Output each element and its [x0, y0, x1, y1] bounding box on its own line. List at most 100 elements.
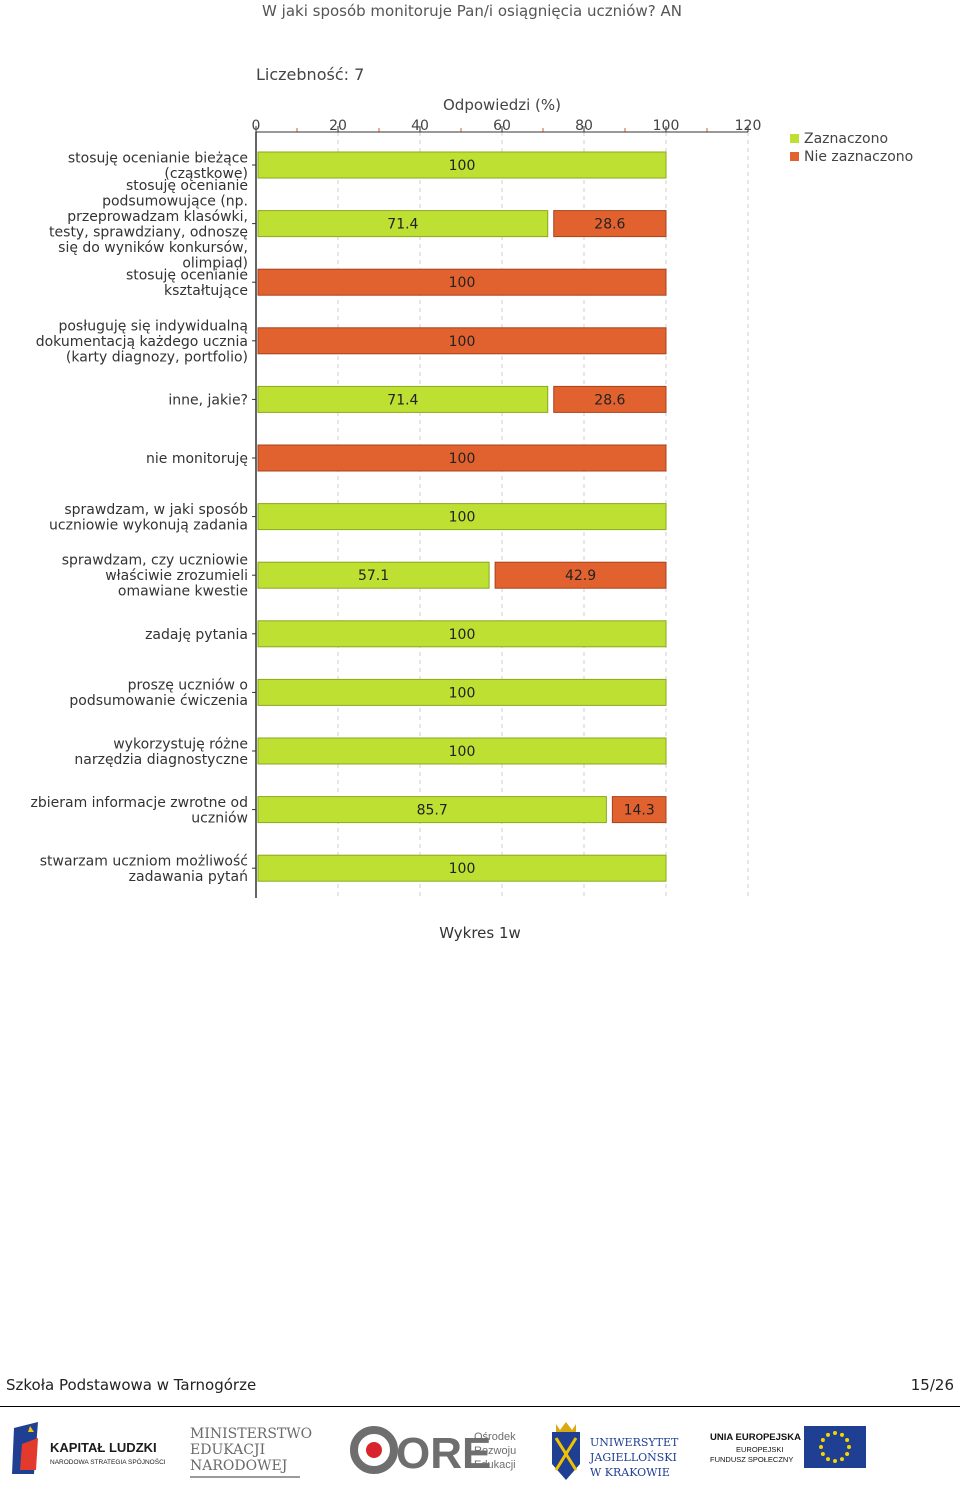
- category-label: narzędzia diagnostyczne: [74, 752, 248, 768]
- bar-zaznaczono: [257, 503, 667, 531]
- chart: W jaki sposób monitoruje Pan/i osiągnięc…: [31, 2, 913, 898]
- eu-star: [820, 1452, 825, 1456]
- data-label-zaznaczono: 85.7: [417, 803, 448, 819]
- ore-line-2: Rozwoju: [474, 1445, 516, 1457]
- category-label: sprawdzam, czy uczniowie: [62, 553, 248, 569]
- data-label-zaznaczono: 57.1: [358, 568, 389, 584]
- category-label: (karty diagnozy, portfolio): [66, 349, 248, 365]
- x-tick-label: 60: [493, 118, 511, 134]
- category-label: dokumentacją każdego ucznia: [36, 334, 248, 350]
- category-label: uczniów: [191, 810, 248, 826]
- x-tick-label: 80: [575, 118, 593, 134]
- uj-line-1: UNIWERSYTET: [590, 1436, 679, 1449]
- uj-line-3: W KRAKOWIE: [590, 1466, 670, 1479]
- data-label-zaznaczono: 100: [449, 158, 476, 174]
- x-tick-label: 0: [252, 118, 261, 134]
- bar-zaznaczono: [257, 854, 667, 882]
- category-label: olimpiad): [182, 255, 248, 271]
- data-label-nie-zaznaczono: 14.3: [624, 803, 655, 819]
- kapital-ludzki-logo: KAPITAŁ LUDZKI NARODOWA STRATEGIA SPÓJNO…: [12, 1422, 166, 1474]
- bar-nie-zaznaczono: [553, 210, 667, 238]
- eu-star: [847, 1445, 851, 1449]
- category-label: (cząstkowe): [164, 166, 248, 182]
- category-label: nie monitoruję: [146, 451, 248, 467]
- footer-school-name: Szkoła Podstawowa w Tarnogórze: [6, 1376, 257, 1394]
- eu-star: [826, 1432, 830, 1437]
- bar-nie-zaznaczono: [257, 327, 667, 355]
- category-label: sprawdzam, w jaki sposób: [64, 502, 248, 518]
- data-label-nie-zaznaczono: 100: [449, 275, 476, 291]
- category-label: inne, jakie?: [168, 392, 248, 408]
- ore-letters: ORE: [396, 1429, 491, 1478]
- category-label: się do wyników konkursów,: [58, 240, 248, 256]
- data-label-zaznaczono: 100: [449, 627, 476, 643]
- ore-line-3: Edukacji: [474, 1459, 516, 1471]
- chart-subtitle: Liczebność: 7: [256, 65, 364, 84]
- legend-label: Nie zaznaczono: [804, 149, 913, 165]
- eu-star: [826, 1457, 830, 1462]
- legend-label: Zaznaczono: [804, 131, 888, 147]
- eu-line-1: UNIA EUROPEJSKA: [710, 1432, 801, 1443]
- legend-swatch: [790, 152, 799, 161]
- bar-zaznaczono: [257, 151, 667, 179]
- category-label: kształtujące: [164, 283, 248, 299]
- bar-nie-zaznaczono: [611, 796, 667, 824]
- eu-star: [845, 1438, 850, 1442]
- eu-star: [833, 1459, 837, 1463]
- x-tick-label: 100: [653, 118, 680, 134]
- bar-zaznaczono: [257, 561, 490, 589]
- category-label: omawiane kwestie: [118, 584, 248, 600]
- eu-star: [833, 1431, 837, 1435]
- data-label-nie-zaznaczono: 28.6: [594, 392, 625, 408]
- legend-swatch: [790, 134, 799, 143]
- bar-zaznaczono: [257, 385, 549, 413]
- category-label: stosuję ocenianie: [126, 267, 248, 283]
- footer-page-number: 15/26: [910, 1376, 954, 1394]
- eu-esf-logo: UNIA EUROPEJSKA EUROPEJSKI FUNDUSZ SPOŁE…: [710, 1426, 866, 1468]
- data-label-zaznaczono: 71.4: [387, 217, 418, 233]
- bar-zaznaczono: [257, 796, 607, 824]
- eu-line-3: FUNDUSZ SPOŁECZNY: [710, 1455, 793, 1464]
- data-label-zaznaczono: 100: [449, 685, 476, 701]
- data-label-zaznaczono: 71.4: [387, 392, 418, 408]
- bar-zaznaczono: [257, 737, 667, 765]
- men-logo: MINISTERSTWO EDUKACJI NARODOWEJ: [190, 1426, 312, 1478]
- category-label: zbieram informacje zwrotne od: [31, 795, 249, 811]
- category-label: stwarzam uczniom możliwość: [40, 853, 248, 869]
- data-label-nie-zaznaczono: 42.9: [565, 568, 596, 584]
- eu-star: [845, 1452, 850, 1456]
- sponsor-logos: KAPITAŁ LUDZKI NARODOWA STRATEGIA SPÓJNO…: [0, 1418, 960, 1490]
- bar-nie-zaznaczono: [494, 561, 667, 589]
- data-label-nie-zaznaczono: 100: [449, 451, 476, 467]
- category-label: stosuję ocenianie bieżące: [68, 150, 248, 166]
- x-tick-label: 40: [411, 118, 429, 134]
- bar-zaznaczono: [257, 678, 667, 706]
- category-label: uczniowie wykonują zadania: [49, 517, 248, 533]
- data-label-nie-zaznaczono: 28.6: [594, 217, 625, 233]
- category-label: posługuję się indywidualną: [58, 318, 248, 334]
- bar-zaznaczono: [257, 210, 549, 238]
- bar-nie-zaznaczono: [257, 268, 667, 296]
- category-label: przeprowadzam klasówki,: [67, 209, 248, 225]
- bar-nie-zaznaczono: [257, 444, 667, 472]
- category-label: stosuję ocenianie: [126, 178, 248, 194]
- chart-caption: Wykres 1w: [439, 924, 521, 942]
- ore-line-1: Ośrodek: [474, 1431, 516, 1443]
- kapital-ludzki-subtitle: NARODOWA STRATEGIA SPÓJNOŚCI: [50, 1457, 166, 1466]
- men-line-2: EDUKACJI: [190, 1442, 265, 1458]
- category-label: wykorzystuję różne: [113, 736, 248, 752]
- eu-star: [820, 1438, 825, 1442]
- x-tick-label: 120: [735, 118, 762, 134]
- category-label: zadaję pytania: [145, 627, 248, 643]
- x-tick-label: 20: [329, 118, 347, 134]
- x-axis-label: Odpowiedzi (%): [443, 96, 561, 114]
- kapital-ludzki-title: KAPITAŁ LUDZKI: [50, 1440, 157, 1455]
- ore-logo: ORE Ośrodek Rozwoju Edukacji: [350, 1426, 516, 1478]
- men-line-1: MINISTERSTWO: [190, 1426, 312, 1442]
- footer-divider: [0, 1406, 960, 1407]
- chart-title: W jaki sposób monitoruje Pan/i osiągnięc…: [262, 2, 682, 20]
- uj-line-2: JAGIELLOŃSKI: [589, 1450, 677, 1464]
- data-label-nie-zaznaczono: 100: [449, 334, 476, 350]
- eu-star: [840, 1457, 844, 1462]
- category-label: zadawania pytań: [129, 869, 248, 885]
